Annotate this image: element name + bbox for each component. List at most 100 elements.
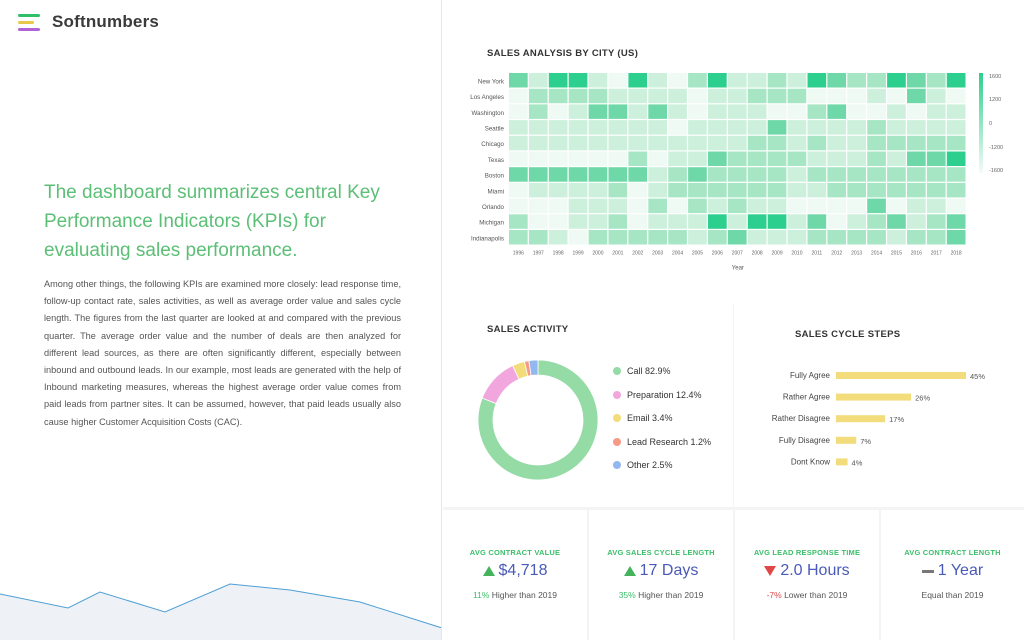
legend-item: Lead Research 1.2%	[613, 437, 711, 447]
heatmap-cell	[926, 182, 946, 198]
legend-item: Call 82.9%	[613, 366, 671, 376]
bar	[836, 393, 912, 401]
heatmap-cell	[926, 88, 946, 104]
heatmap-cell	[807, 135, 827, 151]
heatmap-cell	[628, 88, 648, 104]
heatmap-cell	[588, 104, 608, 119]
heatmap-year-label: 2018	[951, 251, 962, 257]
sales-cycle-title: SALES CYCLE STEPS	[795, 329, 901, 340]
kpi-value: 2.0 Hours	[735, 562, 879, 580]
heatmap-cell	[568, 73, 588, 88]
heatmap-cell	[867, 120, 886, 135]
heatmap-city-label: Los Angeles	[470, 94, 504, 101]
kpi-value: 1 Year	[881, 562, 1024, 580]
heatmap-cell	[767, 198, 787, 214]
heatmap-cell	[668, 88, 687, 104]
bar-category-label: Rather Disagree	[772, 414, 831, 423]
heatmap-cell	[688, 198, 707, 214]
heatmap-cell	[946, 104, 966, 119]
heatmap-cell	[827, 73, 847, 88]
heatmap-city-label: Washington	[472, 110, 505, 117]
heatmap-cell	[708, 214, 727, 229]
heatmap-cell	[648, 230, 667, 245]
heatmap-year-label: 1996	[513, 251, 524, 257]
heatmap-cell	[548, 88, 568, 104]
heatmap-cell	[907, 88, 926, 104]
heatmap-cell	[946, 88, 966, 104]
heatmap-cell	[588, 198, 608, 214]
heatmap-cell	[946, 120, 966, 135]
heatmap-cell	[926, 230, 946, 245]
heatmap-cell	[946, 214, 966, 229]
heatmap-cell	[548, 214, 568, 229]
intro-headline: The dashboard summarizes central Key Per…	[44, 182, 380, 261]
heatmap-cell	[847, 120, 866, 135]
heatmap-cell	[867, 230, 886, 245]
heatmap-cell	[708, 120, 727, 135]
heatmap-cell	[867, 214, 886, 229]
legend-dot-icon	[613, 461, 621, 469]
heatmap-colorbar-tick: -1200	[989, 145, 1003, 151]
heatmap-cell	[688, 120, 707, 135]
heatmap-cell	[688, 182, 707, 198]
heatmap-year-label: 2002	[632, 251, 643, 257]
heatmap-cell	[608, 214, 628, 229]
heatmap-city-label: New York	[478, 78, 505, 85]
heatmap-cell	[608, 135, 628, 151]
heatmap-cell	[588, 182, 608, 198]
legend-label: Email 3.4%	[627, 413, 673, 423]
heatmap-cell	[688, 104, 707, 119]
heatmap-cell	[767, 230, 787, 245]
sales-by-city-panel: SALES ANALYSIS BY CITY (US) New York Los …	[443, 0, 1024, 302]
heatmap-cell	[946, 182, 966, 198]
heatmap-cell	[827, 104, 847, 119]
bar	[836, 415, 886, 423]
heatmap-cell	[708, 230, 727, 245]
heatmap-colorbar-tick: -1600	[989, 168, 1003, 174]
heatmap-cell	[807, 104, 827, 119]
heatmap-city-label: Indianapolis	[471, 235, 504, 242]
heatmap-cell	[648, 88, 667, 104]
heatmap-cell	[887, 88, 906, 104]
heatmap-year-label: 2000	[592, 251, 603, 257]
heatmap-cell	[767, 88, 787, 104]
heatmap-cell	[807, 182, 827, 198]
legend-label: Call 82.9%	[627, 366, 671, 376]
heatmap-cell	[847, 230, 866, 245]
heatmap-cell	[907, 104, 926, 119]
heatmap-year-label: 2013	[851, 251, 862, 257]
sales-by-city-heatmap: New York Los Angeles Washington Seattle Chic…	[470, 73, 1003, 272]
heatmap-cell	[807, 214, 827, 229]
heatmap-year-label: 2015	[891, 251, 902, 257]
heatmap-cell	[767, 182, 787, 198]
heatmap-cell	[787, 167, 807, 182]
heatmap-cell	[727, 151, 747, 166]
heatmap-cell	[668, 167, 687, 182]
heatmap-year-label: 2011	[811, 251, 822, 257]
heatmap-cell	[568, 151, 588, 166]
bar	[836, 372, 966, 379]
trend-down-icon	[764, 566, 777, 576]
kpi-comparison: 35% Higher than 2019	[618, 590, 704, 600]
heatmap-cell	[628, 135, 648, 151]
heatmap-cell	[668, 182, 687, 198]
legend-dot-icon	[613, 367, 621, 375]
heatmap-cell	[528, 198, 548, 214]
brand-logo[interactable]: Softnumbers	[18, 12, 159, 32]
heatmap-cell	[708, 104, 727, 119]
heatmap-city-label: Miami	[488, 188, 505, 195]
heatmap-cell	[628, 167, 648, 182]
heatmap-cell	[727, 73, 747, 88]
heatmap-cell	[608, 182, 628, 198]
heatmap-cell	[648, 198, 667, 214]
heatmap-cell	[648, 167, 667, 182]
heatmap-cell	[628, 151, 648, 166]
heatmap-cell	[847, 198, 866, 214]
heatmap-cell	[608, 167, 628, 182]
heatmap-cell	[787, 151, 807, 166]
heatmap-x-axis-label: Year	[732, 266, 744, 272]
sales-activity-title: SALES ACTIVITY	[487, 324, 569, 335]
heatmap-cell	[807, 198, 827, 214]
heatmap-cell	[688, 135, 707, 151]
